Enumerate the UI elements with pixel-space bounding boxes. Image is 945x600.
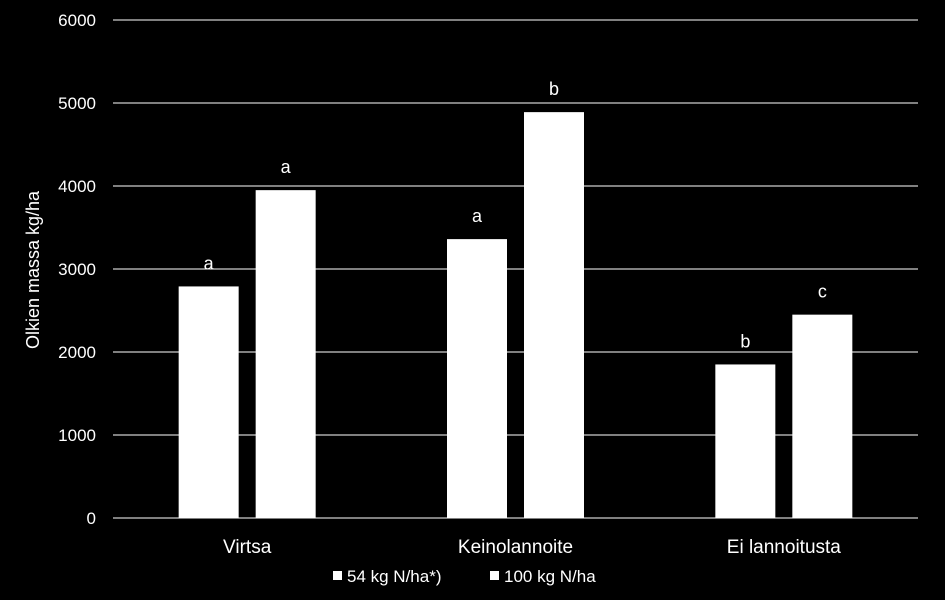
bar-series1: [178, 286, 239, 518]
bar-significance-label: a: [472, 206, 483, 226]
bar-significance-label: a: [281, 157, 292, 177]
y-tick-label: 6000: [58, 11, 96, 30]
y-tick-label: 5000: [58, 94, 96, 113]
bar-significance-label: c: [818, 282, 827, 302]
bar-significance-label: b: [549, 79, 559, 99]
legend-entry-label: 100 kg N/ha: [504, 567, 596, 586]
legend-entry-label: 54 kg N/ha*): [347, 567, 442, 586]
y-axis-ticks: 0 1000 2000 3000 4000 5000 6000: [58, 11, 96, 528]
bars: [178, 112, 853, 518]
x-axis-categories: Virtsa Keinolannoite Ei lannoitusta: [223, 537, 841, 558]
legend-swatch: [490, 571, 499, 580]
x-category-label: Ei lannoitusta: [727, 537, 842, 558]
y-axis-title: Olkien massa kg/ha: [23, 190, 43, 349]
y-tick-label: 3000: [58, 260, 96, 279]
bar-series2: [524, 112, 584, 518]
bar-series1: [447, 239, 507, 518]
y-tick-label: 4000: [58, 177, 96, 196]
y-tick-label: 2000: [58, 343, 96, 362]
bar-significance-labels: a a a b b c: [204, 79, 827, 351]
bar-significance-label: a: [204, 253, 215, 273]
legend-swatch: [333, 571, 342, 580]
bar-significance-label: b: [740, 331, 750, 351]
bar-series2: [792, 314, 853, 518]
gridlines: [113, 19, 918, 519]
y-tick-label: 0: [87, 509, 96, 528]
legend: 54 kg N/ha*) 100 kg N/ha: [333, 567, 596, 586]
bar-series1: [715, 364, 776, 518]
x-category-label: Keinolannoite: [458, 537, 573, 558]
bar-series2: [255, 190, 316, 518]
y-tick-label: 1000: [58, 426, 96, 445]
x-category-label: Virtsa: [223, 537, 272, 558]
